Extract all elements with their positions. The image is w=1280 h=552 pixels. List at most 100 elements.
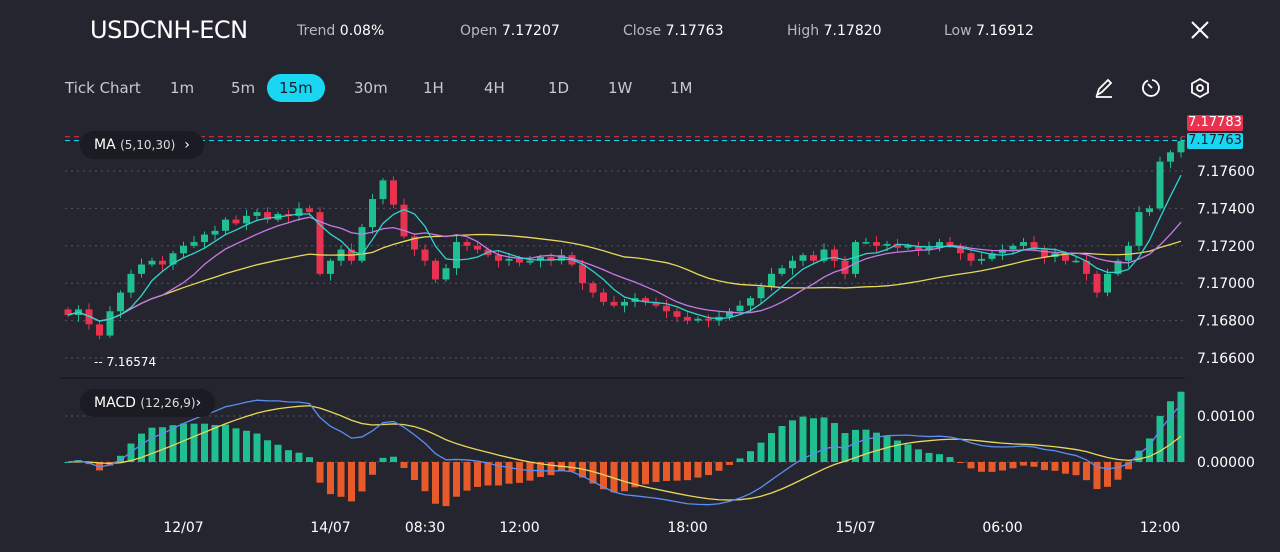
clock-icon[interactable] (1140, 76, 1164, 100)
timeframe-tick-chart[interactable]: Tick Chart (65, 79, 141, 97)
y-tick-label: 7.17200 (1197, 239, 1255, 255)
macd-histogram-bar (180, 423, 187, 462)
candle-body (232, 219, 240, 224)
pencil-icon[interactable] (1092, 76, 1116, 100)
candle-body (1020, 242, 1027, 246)
x-tick-label: 12/07 (163, 520, 203, 536)
macd-histogram-bar (831, 423, 838, 462)
candle-body (306, 208, 313, 213)
candle-body (117, 292, 124, 312)
macd-histogram-bar (537, 462, 544, 477)
timeframe-1m[interactable]: 1M (670, 79, 693, 97)
timeframe-4h[interactable]: 4H (484, 79, 505, 97)
header: USDCNH-ECN Trend 0.08% Open 7.17207 Clos… (0, 14, 1280, 50)
candle-body (547, 257, 555, 261)
candle-body (369, 199, 376, 228)
candle-body (295, 208, 303, 216)
x-tick-label: 12:00 (499, 520, 539, 536)
candle-body (190, 242, 198, 246)
macd-histogram-bar (589, 462, 597, 484)
x-tick-label: 18:00 (667, 520, 707, 536)
macd-histogram-bar (495, 462, 502, 486)
macd-histogram-bar (138, 433, 145, 462)
candle-body (222, 219, 229, 231)
timeframe-1m[interactable]: 1m (170, 79, 195, 97)
candle-body (810, 255, 817, 261)
candle-body (799, 255, 807, 261)
settings-icon[interactable] (1188, 76, 1212, 100)
macd-histogram-bar (663, 462, 670, 481)
macd-histogram-bar (946, 457, 954, 462)
macd-histogram-bar (306, 457, 313, 462)
candle-body (505, 258, 513, 261)
macd-histogram-bar (1041, 462, 1048, 471)
timeframe-1d[interactable]: 1D (548, 79, 570, 97)
candle-body (1125, 245, 1132, 261)
candle-body (1009, 245, 1017, 250)
candle-body (148, 260, 156, 265)
candle-body (904, 245, 912, 248)
candle-body (1135, 212, 1143, 246)
macd-histogram-bar (64, 462, 72, 463)
macd-histogram-bar (904, 444, 912, 462)
x-tick-label: 15/07 (835, 520, 875, 536)
macd-histogram-bar (642, 462, 649, 485)
timeframe-5m[interactable]: 5m (231, 79, 256, 97)
candle-body (894, 243, 901, 248)
candle-body (442, 268, 450, 280)
candle-body (915, 245, 922, 250)
ma-indicator-button[interactable]: MA (5,10,30) › (80, 131, 204, 159)
macd-histogram-bar (442, 462, 450, 507)
candle-body (390, 180, 397, 205)
candle-body (316, 212, 324, 274)
candle-body (789, 260, 796, 269)
macd-histogram-bar (1072, 462, 1080, 476)
macd-histogram-bar (852, 429, 859, 462)
close-icon[interactable] (1188, 18, 1212, 42)
macd-histogram-bar (1051, 462, 1059, 471)
timeframe-15m[interactable]: 15m (267, 74, 325, 102)
candle-body (684, 316, 691, 321)
macd-histogram-bar (957, 462, 964, 463)
macd-histogram-bar (159, 427, 166, 462)
candle-body (957, 245, 964, 254)
chevron-right-icon: › (184, 137, 190, 153)
macd-tick-label: 0.00100 (1197, 409, 1255, 425)
macd-histogram-bar (463, 462, 471, 491)
trend-stat: Trend 0.08% (297, 23, 385, 39)
symbol-title: USDCNH-ECN (90, 16, 248, 44)
timeframe-1w[interactable]: 1W (608, 79, 633, 97)
macd-histogram-bar (778, 426, 786, 462)
macd-histogram-bar (1062, 462, 1069, 474)
candle-body (1072, 260, 1080, 263)
candle-body (1083, 260, 1090, 274)
candle-body (1093, 273, 1101, 293)
macd-histogram-bar (747, 451, 754, 462)
macd-histogram-bar (988, 462, 996, 472)
macd-indicator-button[interactable]: MACD (12,26,9)› (80, 389, 216, 417)
x-tick-label: 12:00 (1140, 520, 1180, 536)
candle-body (831, 249, 838, 261)
candle-body (873, 242, 880, 246)
timeframe-30m[interactable]: 30m (354, 79, 388, 97)
macd-histogram-bar (736, 458, 744, 462)
candle-body (495, 255, 502, 261)
candle-body (211, 230, 219, 235)
macd-histogram-bar (232, 428, 240, 462)
chevron-right-icon: › (195, 395, 202, 411)
macd-histogram-bar (432, 462, 439, 504)
macd-histogram-bar (673, 462, 681, 481)
candle-body (621, 301, 628, 306)
candle-body (411, 236, 418, 250)
candle-body (747, 298, 754, 306)
candle-body (820, 249, 828, 261)
candle-body (1114, 260, 1122, 274)
timeframe-1h[interactable]: 1H (423, 79, 444, 97)
macd-histogram-bar (999, 462, 1006, 471)
macd-histogram-bar (757, 442, 765, 462)
x-tick-label: 14/07 (310, 520, 350, 536)
close-stat: Close 7.17763 (623, 23, 724, 39)
macd-histogram-bar (936, 454, 943, 462)
candle-body (663, 305, 670, 312)
